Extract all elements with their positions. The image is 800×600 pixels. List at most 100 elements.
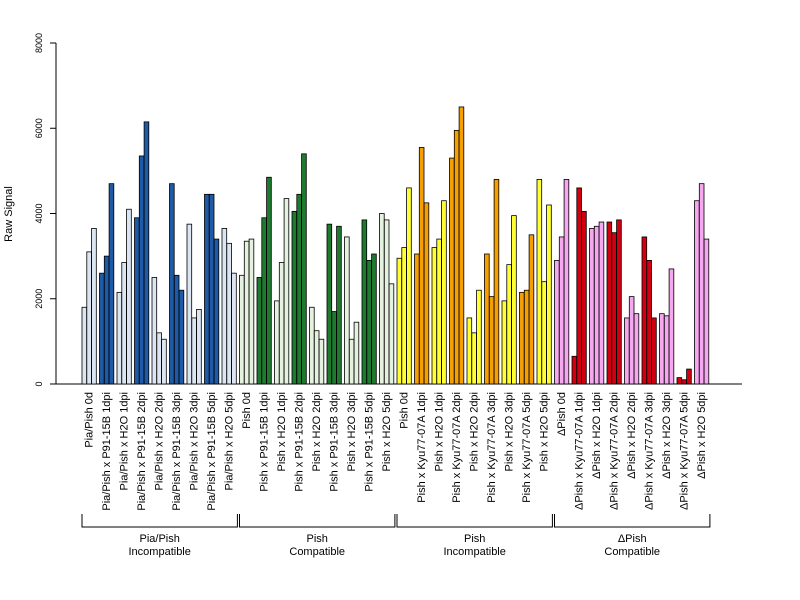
x-tick-label: Pish x H2O 1dpi	[276, 392, 288, 471]
bar	[593, 225, 600, 385]
x-tick-label: Pish x H2O 5dpi	[539, 392, 551, 471]
bar	[221, 228, 228, 385]
bar	[466, 317, 473, 385]
bar	[301, 153, 307, 385]
bar	[318, 338, 325, 385]
x-tick-label: ΔPish x H2O 2dpi	[626, 392, 638, 479]
bar	[103, 255, 110, 385]
bar	[423, 202, 430, 385]
x-tick-label: Pish x P91-15B 1dpi	[259, 392, 271, 492]
bar	[361, 219, 368, 385]
bar	[554, 259, 560, 385]
bar	[86, 251, 92, 385]
bar	[686, 368, 692, 385]
bar	[256, 277, 263, 385]
bar	[641, 236, 648, 385]
bar	[453, 129, 460, 385]
x-tick-label: ΔPish x Kyu77-07A 1dpi	[574, 392, 586, 510]
bar	[558, 236, 565, 385]
bar	[366, 259, 372, 385]
x-tick-labels: Pia/Pish 0d Pia/Pish x P91-15B 1dpi Pia/Pi…	[84, 392, 709, 511]
bar	[541, 281, 547, 385]
bar	[563, 178, 570, 385]
bar	[134, 217, 140, 385]
x-tick-label: Pish x H2O 2dpi	[469, 392, 481, 471]
bar	[476, 289, 482, 385]
bar	[186, 223, 193, 385]
x-tick-label: ΔPish 0d	[556, 392, 568, 436]
x-tick-label: ΔPish x Kyu77-07A 3dpi	[644, 392, 656, 510]
bar	[511, 215, 517, 385]
bar	[414, 253, 420, 385]
bar	[401, 247, 407, 385]
bar	[353, 321, 360, 385]
bar	[589, 228, 595, 385]
bar	[231, 272, 237, 385]
x-tick-label: Pia/Pish x P91-15B 5dpi	[206, 392, 218, 511]
bar	[116, 291, 123, 385]
group-bracket	[554, 514, 711, 528]
group-label-line1: Pish	[464, 533, 485, 545]
bar	[248, 238, 255, 385]
bar	[371, 253, 377, 385]
y-tick-label: 8000	[34, 33, 44, 53]
bar	[598, 221, 605, 385]
x-tick-label: Pish 0d	[241, 392, 253, 429]
bar	[628, 296, 635, 385]
bar	[278, 262, 285, 385]
bar	[379, 213, 385, 385]
x-tick-label: Pish x H2O 5dpi	[381, 392, 393, 471]
bar	[313, 330, 320, 385]
x-tick-label: Pish x P91-15B 3dpi	[329, 392, 341, 492]
bar	[243, 240, 250, 385]
bar	[309, 306, 315, 385]
bar	[266, 176, 272, 385]
bar	[151, 277, 158, 385]
bar	[396, 257, 403, 385]
bar	[169, 183, 175, 385]
bar	[283, 198, 290, 385]
x-tick-label: Pish x H2O 3dpi	[346, 392, 358, 471]
bar	[161, 338, 167, 385]
x-tick-label: Pia/Pish x P91-15B 3dpi	[171, 392, 183, 511]
bar	[528, 234, 535, 385]
bar	[659, 313, 665, 385]
group-label-line1: ΔPish	[618, 533, 647, 545]
group-bracket	[396, 514, 553, 528]
x-tick-label: Pish x Kyu77-07A 5dpi	[521, 392, 533, 503]
bar	[441, 200, 447, 385]
bar	[536, 178, 543, 385]
bar	[624, 317, 630, 385]
bar	[484, 253, 490, 385]
bar	[698, 183, 705, 385]
bar	[519, 291, 525, 385]
x-tick-label: ΔPish x Kyu77-07A 5dpi	[679, 392, 691, 510]
x-tick-label: ΔPish x H2O 3dpi	[661, 392, 673, 479]
bar	[576, 187, 582, 385]
x-tick-label: ΔPish x Kyu77-07A 2dpi	[609, 392, 621, 510]
x-tick-label: Pish 0d	[399, 392, 411, 429]
x-tick-label: Pia/Pish 0d	[84, 392, 96, 448]
bar	[694, 200, 700, 385]
bar	[208, 193, 215, 385]
y-tick-label: 6000	[34, 118, 44, 138]
group-label-line2: Incompatible	[444, 546, 506, 558]
bar	[458, 106, 465, 385]
bar	[703, 238, 710, 385]
bar	[196, 309, 202, 385]
x-tick-label: Pish x Kyu77-07A 2dpi	[451, 392, 463, 503]
bar	[126, 208, 132, 385]
x-tick-label: Pish x H2O 3dpi	[504, 392, 516, 471]
y-tick-label: 4000	[34, 203, 44, 223]
bar	[668, 268, 675, 385]
bar	[388, 283, 395, 385]
x-tick-label: Pia/Pish x H2O 5dpi	[224, 392, 236, 490]
bar	[143, 121, 150, 385]
bar	[611, 232, 617, 385]
bar	[326, 223, 333, 385]
bar	[571, 355, 578, 385]
bar	[156, 332, 162, 385]
bar	[436, 238, 442, 385]
bar	[274, 300, 280, 385]
